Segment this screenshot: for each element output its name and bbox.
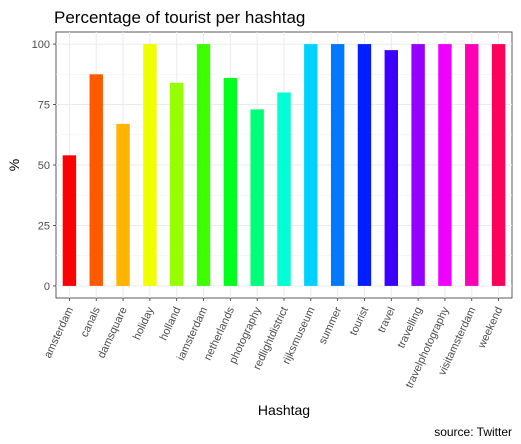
bar-netherlands (223, 77, 238, 286)
bar-summer (330, 44, 345, 286)
bar-canals (89, 74, 103, 286)
x-tick-label: travel (376, 305, 398, 334)
y-tick-label: 25 (38, 220, 50, 232)
bar-iamsterdam (196, 44, 211, 286)
bar-weekend (491, 44, 506, 286)
bar-redlightdistrict (277, 92, 291, 286)
y-tick-label: 75 (38, 100, 50, 112)
bar-damsquare (116, 123, 130, 286)
y-tick-label: 0 (44, 281, 50, 293)
bars (62, 44, 506, 286)
bar-travel (384, 50, 398, 286)
bar-rijksmuseum (304, 44, 318, 286)
x-axis-title: Hashtag (258, 402, 310, 418)
bar-visitamsterdam (465, 44, 479, 286)
x-tick-label: holland (158, 305, 184, 342)
bar-holland (170, 82, 184, 286)
bar-tourist (357, 44, 372, 286)
y-tick-label: 50 (38, 160, 50, 172)
y-axis-title: % (6, 159, 22, 171)
x-tick-label: travelling (395, 305, 424, 350)
chart-caption: source: Twitter (434, 425, 512, 439)
y-tick-label: 100 (32, 39, 50, 51)
bar-amsterdam (62, 155, 77, 286)
x-tick-label: holiday (131, 305, 157, 342)
bar-travelphotography (438, 44, 452, 286)
x-tick-label: canals (79, 305, 104, 339)
bar-travelling (411, 44, 425, 286)
x-tick-label: weekend (475, 305, 505, 351)
chart-title: Percentage of tourist per hashtag (54, 8, 305, 27)
x-tick-label: summer (317, 305, 345, 346)
bar-holiday (143, 44, 157, 286)
x-tick-label: tourist (348, 305, 372, 337)
x-tick-label: amsterdam (42, 305, 76, 360)
bar-photography (250, 109, 264, 286)
y-axis-ticks: 0 25 50 75 100 (32, 39, 56, 293)
